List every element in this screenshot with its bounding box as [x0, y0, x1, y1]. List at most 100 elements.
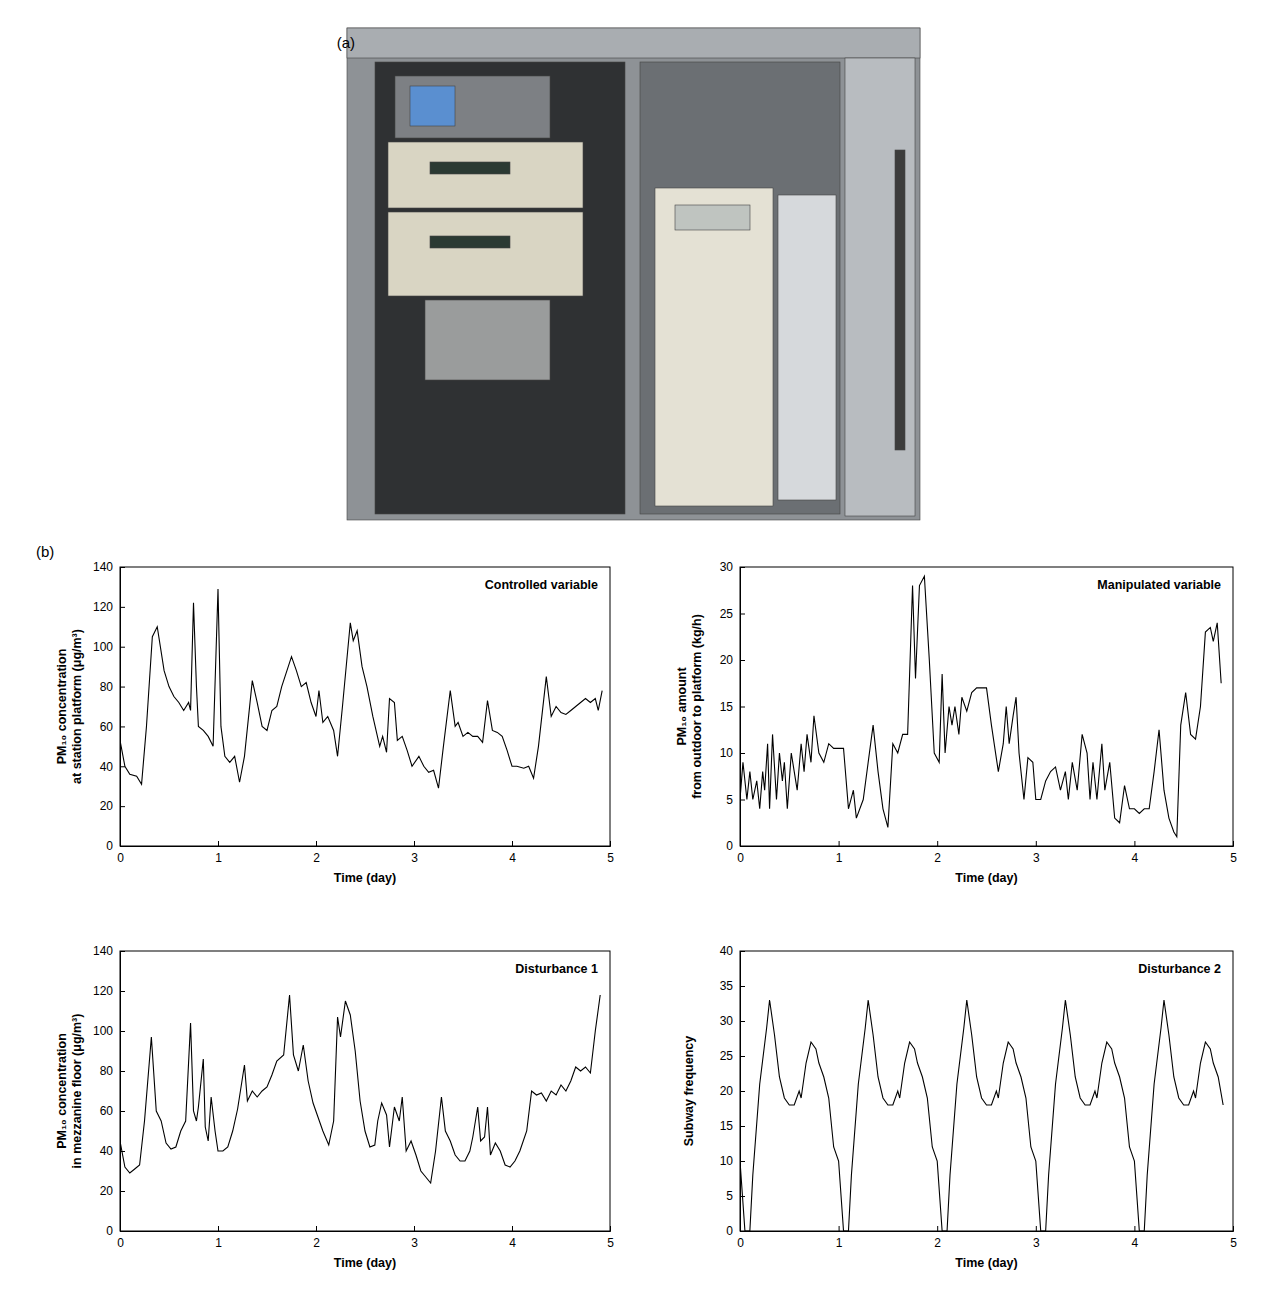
axis-line: [121, 1226, 611, 1232]
x-axis-title: Time (day): [955, 1256, 1017, 1270]
tick: 2: [313, 1226, 320, 1250]
tick-label: 5: [607, 851, 614, 865]
pump-box: [425, 300, 550, 380]
tick-label: 4: [1132, 851, 1139, 865]
tick: 15: [720, 1119, 745, 1133]
tick: 3: [1033, 1226, 1040, 1250]
chart-title: Controlled variable: [485, 578, 598, 592]
tick: 20: [720, 1084, 745, 1098]
tick-mark: [740, 1091, 745, 1092]
y-axis-title: PM₁₀ amount: [675, 667, 689, 746]
x-axis-title: Time (day): [955, 871, 1017, 885]
tick-mark: [740, 660, 745, 661]
tick-label: 100: [93, 1024, 113, 1038]
tick: 5: [726, 793, 745, 807]
tick: 2: [934, 841, 941, 865]
tick: 120: [93, 984, 125, 998]
tick: 3: [411, 1226, 418, 1250]
tick-mark: [120, 1191, 125, 1192]
tick: 20: [100, 1184, 125, 1198]
chart-title: Disturbance 1: [515, 962, 598, 976]
y-axis-title: in mezzanine floor (μg/m³): [70, 1014, 84, 1169]
tick-mark: [1036, 1226, 1037, 1231]
tick-mark: [218, 1226, 219, 1231]
tick-label: 3: [411, 851, 418, 865]
axis-line: [121, 568, 126, 847]
data-line: [740, 1000, 1223, 1231]
chart-title: Disturbance 2: [1138, 962, 1221, 976]
axis-line: [741, 952, 746, 1232]
tick-label: 60: [100, 720, 114, 734]
tick: 3: [1033, 841, 1040, 865]
data-line: [120, 589, 602, 788]
tick: 15: [720, 700, 745, 714]
y-axis: 051015202530: [720, 560, 745, 853]
tick: 0: [726, 1224, 745, 1238]
tick-mark: [120, 951, 125, 952]
tick-label: 15: [720, 700, 734, 714]
chart: 0123450510152025303540Disturbance 2Time …: [682, 944, 1237, 1270]
analyzer-2-display: [430, 236, 510, 248]
tick-label: 5: [726, 793, 733, 807]
tick: 60: [100, 720, 125, 734]
y-axis-title: Subway frequency: [682, 1036, 696, 1146]
tick-label: 4: [1132, 1236, 1139, 1250]
tick: 4: [509, 1226, 516, 1250]
door: [845, 58, 915, 516]
tick: 35: [720, 979, 745, 993]
plot-frame: [740, 951, 1233, 1231]
tick-label: 3: [1033, 1236, 1040, 1250]
tick-mark: [740, 614, 745, 615]
tick-mark: [1233, 841, 1234, 846]
tick-mark: [120, 647, 125, 648]
tick-label: 120: [93, 600, 113, 614]
tick-mark: [316, 1226, 317, 1231]
tick-label: 2: [934, 851, 941, 865]
tick-mark: [120, 607, 125, 608]
y-axis-title: at station platform (μg/m³): [70, 629, 84, 784]
tick-mark: [839, 1226, 840, 1231]
tick-mark: [740, 1231, 745, 1232]
tick-mark: [740, 1021, 745, 1022]
plot-area: [740, 576, 1221, 836]
tick: 140: [93, 560, 125, 574]
tick-mark: [120, 726, 125, 727]
tick: 2: [934, 1226, 941, 1250]
tick: 2: [313, 841, 320, 865]
plot-frame: [120, 951, 610, 1231]
tick: 60: [100, 1104, 125, 1118]
door-glass: [778, 195, 836, 500]
tick-label: 20: [720, 653, 734, 667]
tick-mark: [740, 800, 745, 801]
tick-label: 80: [100, 1064, 114, 1078]
tick-mark: [740, 753, 745, 754]
tick: 4: [1132, 841, 1139, 865]
tick: 80: [100, 1064, 125, 1078]
plot-frame: [120, 567, 610, 846]
tick-label: 30: [720, 560, 734, 574]
tick-mark: [120, 846, 125, 847]
tick-mark: [937, 841, 938, 846]
tick-mark: [414, 841, 415, 846]
tick-label: 0: [726, 839, 733, 853]
tick: 5: [607, 841, 614, 865]
tick: 120: [93, 600, 125, 614]
y-axis-title: PM₁₀ concentration: [55, 649, 69, 765]
tick: 4: [1132, 1226, 1139, 1250]
tick-label: 25: [720, 1049, 734, 1063]
tick: 1: [215, 841, 222, 865]
x-axis: 012345: [117, 841, 614, 865]
tick-mark: [218, 841, 219, 846]
tick: 100: [93, 1024, 125, 1038]
panel-label: (b): [36, 543, 54, 560]
tick-mark: [120, 991, 125, 992]
plot-area: [120, 589, 602, 788]
tick: 0: [106, 839, 125, 853]
tick-label: 1: [836, 1236, 843, 1250]
tick-mark: [740, 951, 745, 952]
tick-label: 40: [100, 760, 114, 774]
tick-label: 140: [93, 560, 113, 574]
tick-label: 15: [720, 1119, 734, 1133]
plot-area: [120, 995, 600, 1183]
tick-label: 100: [93, 640, 113, 654]
